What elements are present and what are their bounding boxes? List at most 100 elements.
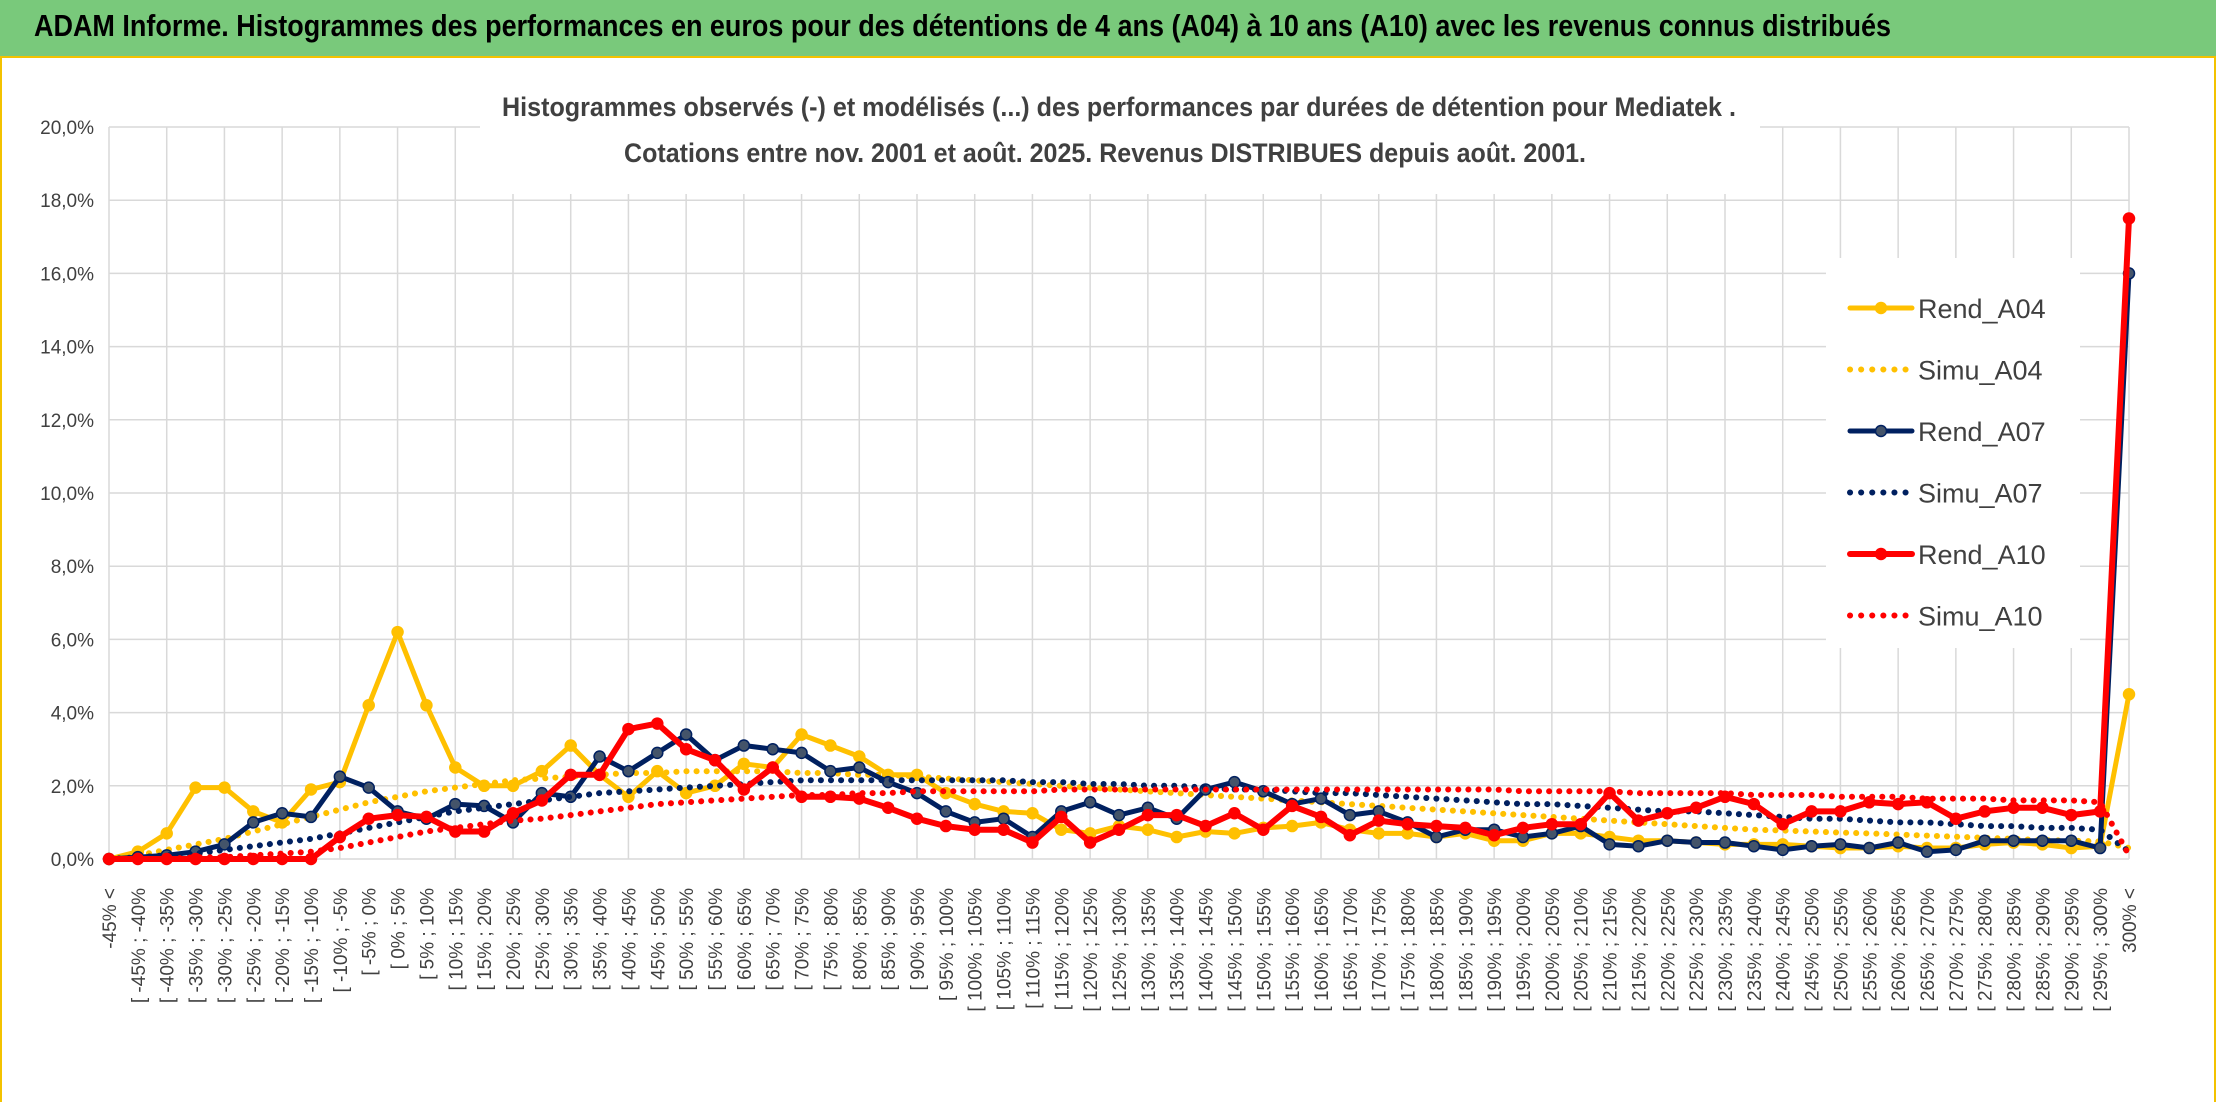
data-point [1863,841,1876,855]
y-tick-label: 8,0% [51,557,94,578]
x-tick-label: [ 285% ; 290% [2033,888,2054,1012]
data-point [737,739,751,752]
data-point [1430,819,1443,833]
data-point [651,717,664,730]
chart-legend: Rend_A04 Simu_A04 Rend_A07 Simu_A07 Rend_A10… [1826,258,2080,648]
data-point [1026,807,1039,820]
x-tick-label: [ 235% ; 240% [1745,888,1766,1012]
x-tick-label: [ 120% ; 125% [1081,888,1102,1012]
x-tick-label: [ 275% ; 280% [1976,888,1997,1012]
x-tick-label: [ -35% ; -30% [187,888,208,1003]
data-point [2122,212,2136,225]
data-point [1718,836,1732,849]
x-tick-label: [ 270% ; 275% [1947,888,1968,1012]
x-tick-label: [ 30% ; 35% [562,888,583,991]
data-point [477,825,491,838]
y-tick-label: 18,0% [40,191,94,212]
data-point [304,852,318,866]
data-point [362,781,375,794]
data-point [853,750,866,763]
data-point [968,823,981,836]
data-point [1574,817,1587,831]
x-tick-label: [ 130% ; 135% [1139,888,1160,1012]
x-tick-label: [ 250% ; 255% [1831,888,1852,1012]
data-point [1487,828,1501,842]
x-tick-label: [ 50% ; 55% [677,888,698,991]
data-point [362,699,375,712]
data-point [420,810,433,824]
data-point [1949,812,1963,825]
data-point [506,807,520,820]
data-point [679,728,693,741]
data-point [1314,810,1328,824]
x-tick-label: [ 115% ; 120% [1052,888,1073,1010]
data-point [997,823,1010,836]
legend-marker [1874,547,1888,561]
data-point [1228,827,1241,840]
data-point [1141,808,1155,822]
data-point [766,761,779,774]
data-point [189,781,202,794]
data-point [737,783,751,796]
data-point [2036,834,2049,847]
x-tick-label: [ 170% ; 175% [1370,888,1391,1012]
data-point [1055,810,1068,824]
x-axis: -45% < [ -45% ; -40% [ -40% ; -35% [ -35% ;… [100,888,2141,1012]
x-tick-label: [ 280% ; 285% [2005,888,2026,1012]
line-chart: 0,0% 2,0% 4,0% 6,0% 8,0% 10,0% 12,0% 14,0% 16,0%… [40,84,2141,1012]
data-point [824,739,837,752]
data-point [1747,839,1761,853]
legend-label: Rend_A10 [1918,540,2046,570]
x-tick-label: [ 205% ; 210% [1572,888,1593,1012]
series-Simu_A04 [106,768,2132,862]
data-point [564,768,577,782]
x-tick-label: [ 295% ; 300% [2091,888,2112,1012]
chart-title: Histogrammes observés (-) et modélisés (… [480,84,1760,194]
legend-label: Simu_A07 [1918,479,2043,509]
x-tick-label: [ 195% ; 200% [1514,888,1535,1012]
data-point [1112,823,1126,836]
data-point [997,812,1010,825]
data-point [1978,834,1991,847]
x-tick-label: [ 55% ; 60% [706,888,727,991]
x-tick-label: [ -5% ; 0% [360,888,381,976]
legend-label: Rend_A07 [1918,417,2046,447]
data-point [535,764,549,778]
x-tick-label: [ 95% ; 100% [937,888,958,1001]
x-tick-label: [ 65% ; 70% [764,888,785,991]
y-tick-label: 6,0% [51,630,94,651]
x-tick-label: [ 0% ; 5% [389,888,410,969]
data-point [535,794,549,807]
data-point [1920,845,1934,858]
x-tick-label: [ 185% ; 190% [1456,888,1477,1012]
x-tick-label: [ -30% ; -25% [215,888,236,1003]
y-tick-label: 12,0% [40,411,94,432]
series-Rend_A10 [102,212,2136,866]
data-point [1285,799,1299,813]
data-point [391,808,404,822]
legend-marker [1874,424,1888,438]
x-tick-label: [ 35% ; 40% [591,888,612,991]
data-point [2007,834,2020,847]
data-point [1661,807,1674,820]
data-point [1372,814,1385,827]
data-point [1314,792,1328,805]
data-point [218,838,231,851]
data-point [1891,836,1905,849]
data-point [2093,841,2107,855]
x-tick-label: [ 125% ; 130% [1110,888,1131,1012]
x-tick-label: [ 255% ; 260% [1860,888,1881,1012]
x-tick-label: [ -15% ; -10% [302,888,323,1003]
x-tick-label: [ 150% ; 155% [1254,888,1275,1012]
data-point [1689,836,1703,849]
x-tick-label: [ 290% ; 295% [2062,888,2083,1012]
x-tick-label: [ 20% ; 25% [504,888,525,991]
data-point [1343,828,1357,842]
x-tick-label: [ 210% ; 215% [1601,888,1622,1012]
data-point [1805,839,1818,853]
data-point [1228,807,1241,820]
x-tick-label: [ 80% ; 85% [850,888,871,991]
report-title: ADAM Informe. Histogrammes des performan… [34,8,1892,43]
x-tick-label: [ 200% ; 205% [1543,888,1564,1012]
legend-label: Simu_A10 [1918,602,2043,632]
